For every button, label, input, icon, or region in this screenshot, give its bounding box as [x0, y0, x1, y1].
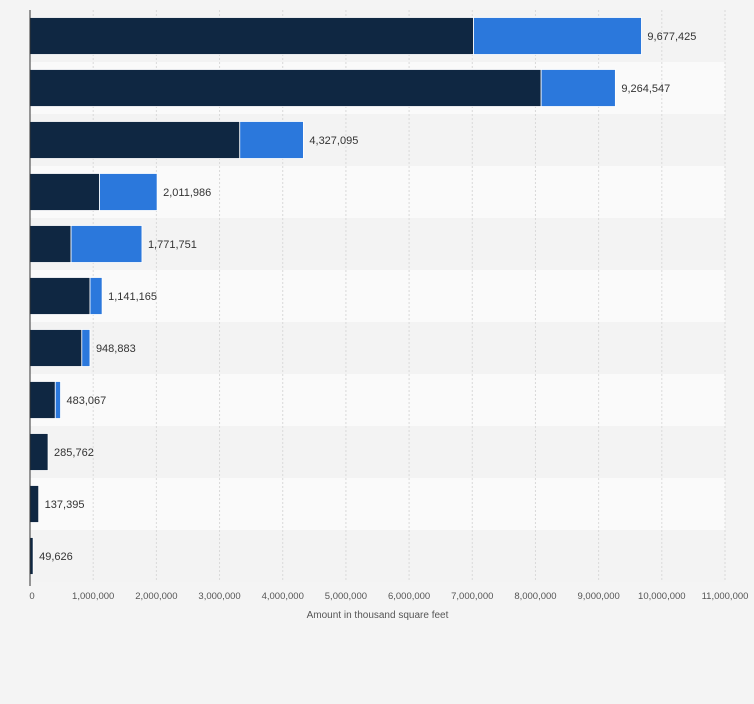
row-band [30, 374, 725, 426]
bar-series-1[interactable] [29, 277, 91, 315]
row-band [30, 530, 725, 582]
row-band [30, 270, 725, 322]
bar-series-2[interactable] [239, 121, 304, 159]
x-tick-label: 7,000,000 [451, 591, 493, 602]
x-tick-label: 9,000,000 [578, 591, 620, 602]
bar-series-1[interactable] [29, 173, 100, 211]
bar-series-2[interactable] [89, 277, 103, 315]
x-axis-title: Amount in thousand square feet [307, 610, 449, 621]
bar-total-label: 9,264,547 [621, 83, 670, 95]
x-tick-label: 5,000,000 [325, 591, 367, 602]
bar-series-1[interactable] [29, 329, 83, 367]
row-band [30, 426, 725, 478]
x-tick-label: 6,000,000 [388, 591, 430, 602]
bar-total-label: 483,067 [67, 395, 107, 407]
bar-total-label: 1,771,751 [148, 239, 197, 251]
bar-total-label: 49,626 [39, 551, 73, 563]
bar-series-1[interactable] [29, 485, 40, 523]
bar-series-2[interactable] [473, 17, 642, 55]
bar-total-label: 137,395 [45, 499, 85, 511]
bar-series-2[interactable] [99, 173, 158, 211]
bar-total-label: 4,327,095 [309, 135, 358, 147]
bar-series-2[interactable] [70, 225, 143, 263]
bar-series-1[interactable] [29, 121, 241, 159]
row-band [30, 322, 725, 374]
bar-series-2[interactable] [81, 329, 91, 367]
bar-total-label: 2,011,986 [163, 187, 211, 199]
bar-series-1[interactable] [29, 225, 72, 263]
x-tick-label: 4,000,000 [262, 591, 304, 602]
bar-series-2[interactable] [54, 381, 61, 419]
bar-total-label: 285,762 [54, 447, 94, 459]
x-tick-label: 2,000,000 [135, 591, 177, 602]
bar-series-1[interactable] [29, 69, 542, 107]
bar-total-label: 1,141,165 [108, 291, 157, 303]
x-tick-label: 1,000,000 [72, 591, 114, 602]
bar-series-1[interactable] [29, 17, 474, 55]
x-tick-label: 11,000,000 [702, 591, 749, 602]
x-tick-label: 0 [29, 591, 34, 602]
x-tick-label: 10,000,000 [638, 591, 686, 602]
bar-series-1[interactable] [29, 381, 56, 419]
row-band [30, 218, 725, 270]
x-tick-label: 3,000,000 [198, 591, 240, 602]
x-tick-label: 8,000,000 [514, 591, 556, 602]
bar-series-2[interactable] [540, 69, 616, 107]
row-band [30, 478, 725, 530]
bar-series-1[interactable] [29, 433, 49, 471]
bar-total-label: 9,677,425 [647, 31, 696, 43]
bar-total-label: 948,883 [96, 343, 136, 355]
